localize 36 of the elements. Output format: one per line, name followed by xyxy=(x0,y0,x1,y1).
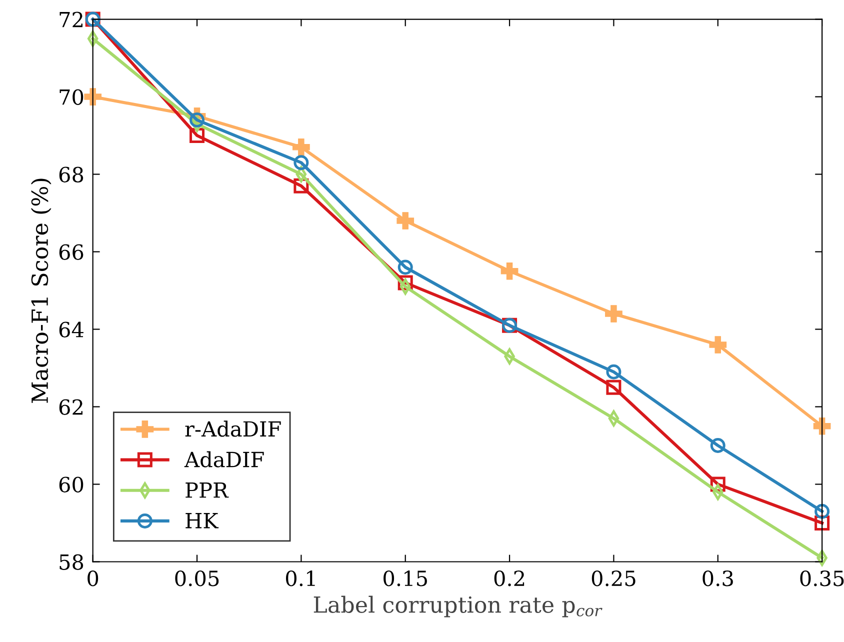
point xyxy=(605,305,622,322)
legend-label: AdaDIF xyxy=(184,451,264,468)
x-axis-title: Label corruption rate p$_{cor}$ xyxy=(314,596,602,618)
point xyxy=(84,88,102,106)
legend-label: HK xyxy=(186,513,219,528)
y-tick-label: 64 xyxy=(59,322,84,338)
x-tick-label: 0 xyxy=(88,570,98,586)
y-tick-label: 58 xyxy=(60,554,84,570)
x-tick-label: 0.3 xyxy=(702,570,733,586)
point xyxy=(606,364,622,380)
legend-label: PPR xyxy=(186,482,229,498)
point xyxy=(813,417,831,435)
point xyxy=(190,112,205,128)
point xyxy=(294,155,309,170)
y-tick-label: 60 xyxy=(59,476,84,492)
point xyxy=(606,380,622,395)
y-tick-label: 68 xyxy=(59,166,84,182)
point xyxy=(709,336,727,354)
y-tick-label: 72 xyxy=(60,12,82,28)
point xyxy=(814,504,830,519)
x-tick-label: 0.25 xyxy=(592,570,636,586)
point xyxy=(292,138,310,156)
y-axis-title: Macro-F1 Score (%) xyxy=(30,178,52,403)
point xyxy=(710,438,726,454)
x-tick-label: 0.35 xyxy=(800,570,844,586)
legend-label: r-AdaDIF xyxy=(185,420,281,437)
x-tick-label: 0.15 xyxy=(384,570,427,586)
y-tick-label: 66 xyxy=(59,244,84,260)
point xyxy=(398,260,413,275)
x-tick-label: 0.05 xyxy=(175,570,219,586)
x-tick-label: 0.1 xyxy=(286,570,315,586)
point xyxy=(500,262,518,280)
y-tick-label: 62 xyxy=(59,399,82,415)
y-tick-label: 70 xyxy=(60,89,84,105)
point xyxy=(396,212,414,230)
x-tick-label: 0.2 xyxy=(494,570,524,586)
